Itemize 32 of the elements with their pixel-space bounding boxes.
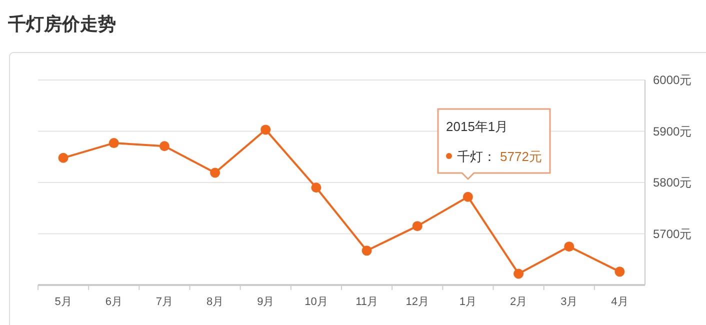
x-tick-label: 8月 xyxy=(206,296,224,308)
annotation: 5772元 xyxy=(500,149,542,164)
point xyxy=(564,242,574,252)
x-tick-label: 9月 xyxy=(257,296,274,308)
x-tick-label: 4月 xyxy=(611,296,628,308)
x-tick-label: 1月 xyxy=(459,296,477,308)
x-tick-label: 5月 xyxy=(54,296,72,308)
point xyxy=(210,168,220,178)
point xyxy=(260,124,271,135)
y-tick-label: 5700元 xyxy=(653,226,692,241)
annotation: 千灯： xyxy=(457,149,496,164)
x-tick-label: 2月 xyxy=(510,296,528,308)
x-tick-label: 3月 xyxy=(560,296,578,308)
x-tick-label: 11月 xyxy=(356,296,378,308)
x-tick-label: 6月 xyxy=(105,296,122,308)
point xyxy=(311,182,322,193)
chart-title: 千灯房价走势 xyxy=(7,14,116,34)
x-tick-label: 10月 xyxy=(304,296,328,308)
point xyxy=(108,138,119,148)
point xyxy=(159,141,170,152)
point xyxy=(362,246,372,256)
x-tick-label: 7月 xyxy=(156,296,174,308)
point xyxy=(462,192,473,202)
y-tick-label: 5900元 xyxy=(653,124,692,138)
point xyxy=(614,266,625,277)
y-tick-label: 5800元 xyxy=(653,176,692,190)
y-tick-label: 6000元 xyxy=(653,73,692,87)
x-tick-label: 12月 xyxy=(406,296,429,308)
annotation: 2015年1月 xyxy=(446,119,508,134)
point xyxy=(412,221,422,232)
point xyxy=(58,152,68,163)
point xyxy=(514,268,524,279)
